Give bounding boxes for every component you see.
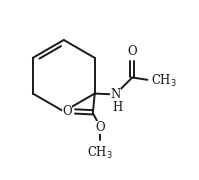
Text: O: O bbox=[95, 121, 105, 134]
Text: N: N bbox=[110, 88, 120, 101]
Text: CH$_3$: CH$_3$ bbox=[87, 145, 113, 161]
Text: O: O bbox=[127, 45, 137, 58]
Text: CH$_3$: CH$_3$ bbox=[151, 73, 177, 89]
Text: O: O bbox=[62, 105, 72, 118]
Text: H: H bbox=[112, 101, 123, 114]
